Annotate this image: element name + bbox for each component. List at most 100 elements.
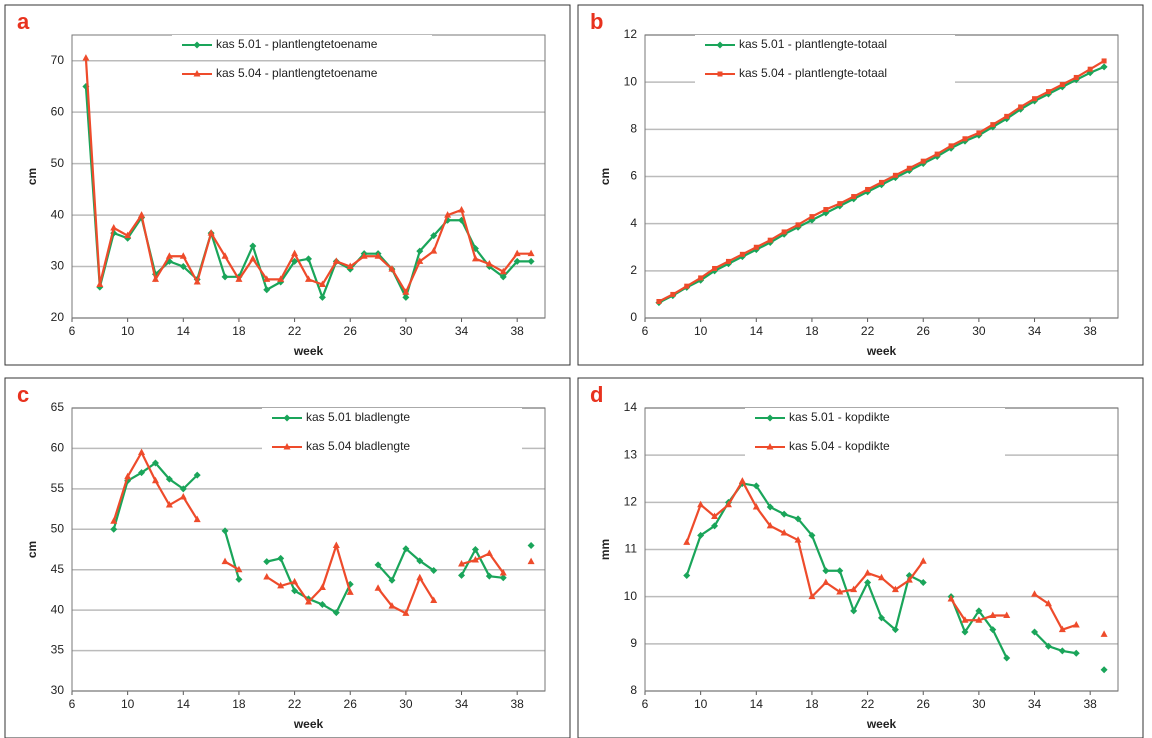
x-tick-label: 26 [344, 324, 358, 338]
marker [346, 262, 354, 270]
x-axis-label: week [293, 344, 324, 358]
panel-frame [4, 377, 571, 738]
x-tick-label: 26 [344, 697, 358, 711]
marker [989, 626, 997, 634]
marker [905, 576, 913, 583]
marker [1059, 82, 1065, 88]
marker [878, 614, 885, 622]
marker [990, 122, 996, 128]
marker [712, 265, 718, 271]
x-tick-label: 22 [288, 697, 302, 711]
marker [1003, 654, 1011, 662]
marker [656, 298, 662, 304]
marker [430, 596, 438, 603]
y-axis-label: mm [598, 539, 612, 560]
x-tick-label: 14 [750, 697, 764, 711]
marker [235, 575, 243, 583]
marker [879, 179, 884, 185]
marker [920, 158, 926, 164]
y-tick-label: 13 [624, 447, 638, 461]
marker [249, 254, 257, 262]
marker [165, 475, 173, 483]
panel-label: c [17, 382, 29, 407]
marker [683, 571, 691, 579]
marker [305, 598, 312, 605]
marker [961, 628, 969, 636]
marker [499, 568, 507, 576]
legend-label: kas 5.01 bladlengte [306, 410, 410, 424]
x-tick-label: 10 [694, 324, 708, 338]
marker [179, 485, 187, 493]
legend-label: kas 5.01 - kopdikte [789, 410, 890, 424]
marker [235, 275, 243, 282]
marker [305, 275, 312, 282]
marker [975, 616, 983, 623]
y-tick-label: 10 [624, 589, 638, 603]
legend-marker [716, 41, 724, 49]
marker [1045, 89, 1051, 95]
marker [277, 275, 285, 282]
marker [1058, 647, 1066, 655]
x-tick-label: 38 [510, 697, 524, 711]
marker [165, 252, 173, 259]
marker [823, 207, 829, 213]
marker [711, 512, 719, 519]
marker [752, 482, 760, 490]
y-tick-label: 40 [51, 602, 65, 616]
marker [865, 186, 871, 192]
marker [193, 277, 201, 285]
marker [1072, 620, 1080, 628]
marker [332, 541, 340, 548]
legend-marker [283, 443, 291, 450]
y-tick-label: 4 [630, 216, 637, 230]
x-tick-label: 22 [288, 324, 302, 338]
marker [444, 211, 452, 218]
marker [795, 222, 801, 228]
y-tick-label: 60 [51, 104, 65, 118]
y-axis-label: cm [25, 168, 39, 185]
marker [318, 293, 326, 301]
marker [235, 565, 243, 573]
marker [975, 607, 983, 615]
marker [179, 252, 187, 259]
marker [499, 273, 507, 281]
x-tick-label: 30 [399, 697, 413, 711]
marker [263, 558, 271, 566]
y-tick-label: 0 [630, 310, 637, 324]
marker [374, 561, 382, 569]
marker [822, 567, 830, 575]
panel-frame [577, 377, 1144, 738]
y-tick-label: 50 [51, 156, 65, 170]
marker [752, 503, 760, 510]
legend-label: kas 5.04 - kopdikte [789, 439, 890, 453]
marker [670, 291, 676, 297]
marker [891, 585, 899, 593]
y-tick-label: 35 [51, 643, 65, 657]
marker [891, 626, 899, 634]
marker [780, 528, 788, 536]
marker [1018, 104, 1024, 110]
y-tick-label: 12 [624, 27, 638, 41]
marker [850, 585, 858, 593]
marker [698, 275, 704, 281]
x-tick-label: 34 [455, 324, 469, 338]
marker [263, 275, 271, 282]
marker [291, 577, 299, 585]
marker [697, 531, 705, 539]
marker [1101, 58, 1107, 64]
marker [402, 288, 410, 295]
marker [471, 254, 479, 262]
marker [948, 143, 954, 149]
marker [836, 567, 844, 575]
legend-marker [717, 71, 723, 77]
marker [291, 587, 299, 595]
marker [851, 194, 857, 200]
y-tick-label: 65 [51, 400, 65, 414]
marker [962, 136, 968, 142]
legend-label: kas 5.01 - plantlengtetoename [216, 37, 378, 51]
legend-label: kas 5.01 - plantlengte-totaal [739, 37, 887, 51]
marker [780, 510, 788, 518]
marker [110, 525, 118, 533]
marker [1003, 611, 1011, 619]
x-tick-label: 22 [861, 697, 875, 711]
